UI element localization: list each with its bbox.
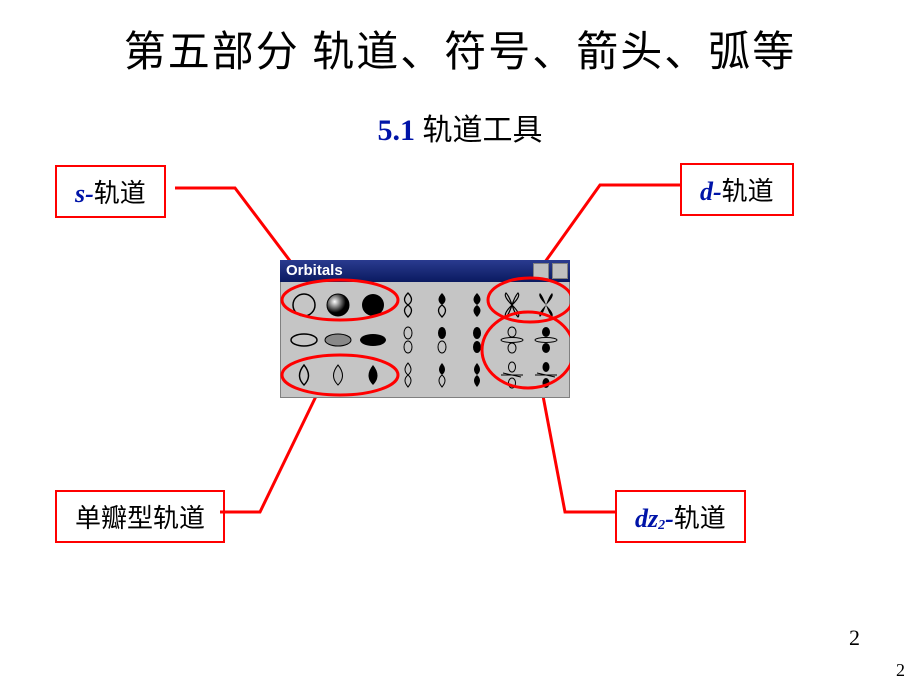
dz2-orbital-prefix: dz xyxy=(635,504,658,533)
s-ellipse-filled-icon[interactable] xyxy=(356,323,389,356)
palette-title: Orbitals xyxy=(286,262,343,279)
dz2-alt-filled-icon[interactable] xyxy=(530,358,563,391)
d-orbital-label: d-轨道 xyxy=(680,163,794,216)
dz2-orbital-text: 轨道 xyxy=(674,504,726,533)
p-orbital-filled-icon[interactable] xyxy=(461,288,494,321)
palette-titlebar[interactable]: Orbitals xyxy=(280,260,570,282)
page-title: 第五部分 轨道、符号、箭头、弧等 xyxy=(40,18,880,79)
p-alt-filled-icon[interactable] xyxy=(461,323,494,356)
page-number-inner: 2 xyxy=(849,625,860,651)
p-orbital-open-icon[interactable] xyxy=(391,288,424,321)
p-orbital-v2-half-icon[interactable] xyxy=(426,358,459,391)
dz2-orbital-open-icon[interactable] xyxy=(495,323,528,356)
s-orbital-label: s-轨道 xyxy=(55,165,166,218)
d-orbital-prefix: d- xyxy=(700,177,722,206)
p-alt-open-icon[interactable] xyxy=(391,323,424,356)
p-orbital-half-icon[interactable] xyxy=(426,288,459,321)
palette-row xyxy=(287,288,563,321)
p-alt-half-icon[interactable] xyxy=(426,323,459,356)
dz2-orbital-sup: 2 xyxy=(658,518,665,533)
d-orbital-filled-icon[interactable] xyxy=(530,288,563,321)
dz2-orbital-suffix: - xyxy=(665,504,674,533)
lobe-orbital-open-icon[interactable] xyxy=(287,358,320,391)
s-orbital-open-icon[interactable] xyxy=(287,288,320,321)
palette-row xyxy=(287,358,563,391)
dz2-alt-open-icon[interactable] xyxy=(495,358,528,391)
p-orbital-v2-filled-icon[interactable] xyxy=(461,358,494,391)
orbitals-palette-window: Orbitals xyxy=(280,260,570,398)
d-orbital-text: 轨道 xyxy=(722,177,774,206)
lobe-orbital-label: 单瓣型轨道 xyxy=(55,490,225,543)
subtitle-number: 5.1 xyxy=(378,114,416,147)
palette-body xyxy=(280,282,570,398)
s-orbital-filled-icon[interactable] xyxy=(356,288,389,321)
s-ellipse-open-icon[interactable] xyxy=(287,323,320,356)
lobe-orbital-shaded-icon[interactable] xyxy=(322,358,355,391)
s-orbital-shaded-icon[interactable] xyxy=(322,288,355,321)
palette-close-icon[interactable] xyxy=(552,263,568,279)
section-subtitle: 5.1 轨道工具 xyxy=(0,105,920,149)
subtitle-text: 轨道工具 xyxy=(415,114,543,147)
palette-window-controls xyxy=(533,263,568,279)
s-orbital-text: 轨道 xyxy=(94,179,146,208)
dz2-orbital-filled-icon[interactable] xyxy=(530,323,563,356)
p-orbital-v2-open-icon[interactable] xyxy=(391,358,424,391)
d-orbital-open-icon[interactable] xyxy=(495,288,528,321)
s-ellipse-shaded-icon[interactable] xyxy=(322,323,355,356)
page-number-outer: 2 xyxy=(896,660,905,681)
palette-row xyxy=(287,323,563,356)
palette-min-icon[interactable] xyxy=(533,263,549,279)
lobe-orbital-text: 单瓣型轨道 xyxy=(75,504,205,533)
dz2-orbital-label: dz2-轨道 xyxy=(615,490,746,543)
lobe-orbital-filled-icon[interactable] xyxy=(356,358,389,391)
s-orbital-prefix: s- xyxy=(75,179,94,208)
